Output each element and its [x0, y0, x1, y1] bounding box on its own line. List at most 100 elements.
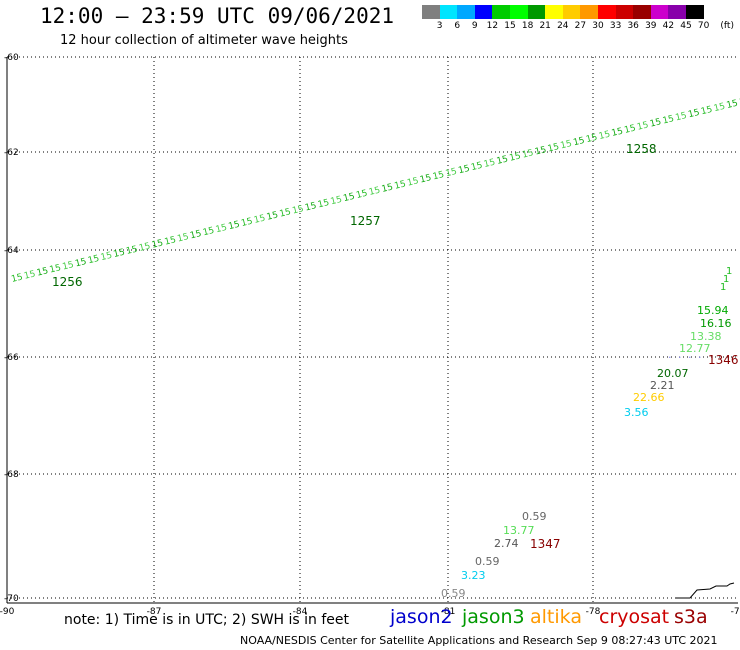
swh-track-label: 15	[726, 99, 739, 111]
swh-track-mark: 1	[723, 274, 729, 285]
swh-track-label: 15	[138, 241, 151, 253]
swh-track-label: 15	[61, 260, 74, 272]
altimeter-tracks: 15 15 15 15 15 15 15 15 15 15 15 15 15 15 15 15 15 15 15 15…	[10, 95, 740, 600]
color-scale-labels: 3 6 9 12 15 18 21 24 27 30 33 36 39 42 45 70 (ft)	[422, 21, 740, 33]
swh-track-label: 15	[113, 248, 126, 260]
swh-track-label: 15	[279, 207, 292, 219]
longitude-label: -87	[147, 607, 162, 617]
swh-value-label: 0.59	[522, 510, 547, 523]
color-scale-label: (ft)	[720, 21, 734, 31]
graticule	[6, 56, 738, 604]
swh-value-label: 13.77	[503, 524, 535, 537]
swh-track-label: 15	[483, 158, 496, 170]
color-swatch	[474, 5, 493, 19]
swh-track-label: 15	[687, 108, 700, 120]
swh-track-label: 15	[598, 130, 611, 142]
color-scale-label: 12	[486, 21, 499, 31]
swh-track-label: 15	[87, 254, 100, 266]
color-swatch	[650, 5, 669, 19]
swh-track-label: 15	[291, 204, 304, 216]
satellite-jason2: jason2	[390, 606, 453, 628]
color-swatch	[457, 5, 475, 19]
swh-track-label: 15	[189, 229, 202, 241]
color-scale-label: 42	[662, 21, 675, 31]
swh-track-label: 15	[496, 154, 509, 166]
color-scale-label: 15	[504, 21, 516, 31]
swh-track-label: 15	[572, 136, 585, 148]
swh-track-label: 15	[176, 232, 189, 244]
swh-value-label: 12.77	[679, 342, 711, 355]
swh-track-label: 15	[585, 133, 598, 145]
color-scale-label: 24	[557, 21, 569, 31]
swh-track-label: 15	[215, 223, 228, 235]
swh-track-label: 15	[560, 139, 573, 151]
swh-track-label: 15	[266, 210, 279, 222]
swh-track-label: 15	[227, 220, 240, 232]
color-scale-label: 39	[645, 21, 657, 31]
color-swatch	[668, 5, 686, 19]
swh-value-label: 0.59	[475, 555, 500, 568]
color-swatch	[597, 5, 616, 19]
swh-track-label: 15	[330, 195, 343, 207]
color-scale-label: 33	[609, 21, 622, 31]
swh-track-label: 15	[649, 117, 662, 129]
color-swatch	[492, 5, 510, 19]
swh-track-label: 15	[521, 148, 534, 160]
longitude-label: -90	[0, 607, 15, 617]
swh-track-label: 15	[432, 170, 445, 182]
swh-value-label: 3.23	[461, 569, 486, 582]
swh-value-label: 2.74	[494, 537, 519, 550]
swh-track-label: 15	[674, 111, 687, 123]
swh-track-label: 15	[355, 189, 368, 201]
swh-track-mark: 1	[720, 282, 726, 293]
swh-value-label: 2.21	[650, 379, 675, 392]
axis-labels: -60 -62 -64 -66 -68 -70 -90 -87 -84 -81 -78 -75	[0, 53, 740, 617]
swh-track-label: 15	[534, 145, 547, 157]
color-scale-label: 70	[697, 21, 710, 31]
latitude-label: -68	[4, 470, 19, 480]
swh-track-label: 15	[547, 142, 560, 154]
swh-track-mark: ·	[678, 351, 682, 364]
track-time-label: 1258	[626, 142, 657, 156]
track-time-label: 1346	[708, 353, 739, 367]
color-swatch	[615, 5, 634, 19]
swh-track-label: 15	[36, 266, 49, 278]
swh-track-label: 15	[342, 192, 355, 204]
color-swatch	[580, 5, 598, 19]
map-subtitle: 12 hour collection of altimeter wave hei…	[60, 33, 348, 48]
color-scale-legend	[422, 5, 704, 19]
swh-track-label: 15	[23, 269, 36, 281]
swh-value-label: 20.07	[657, 367, 689, 380]
longitude-label: -75	[731, 607, 740, 617]
swh-track-label: 15	[125, 245, 138, 257]
swh-track-mark: 1	[726, 266, 732, 277]
track-time-label: 1256	[52, 275, 83, 289]
swh-track-mark: ·	[698, 351, 702, 364]
swh-track-label: 15	[49, 263, 62, 275]
swh-track-mark: ·	[668, 351, 672, 364]
color-scale-label: 30	[592, 21, 604, 31]
swh-track-label: 15	[317, 198, 330, 210]
swh-track-label: 15	[74, 257, 87, 269]
swh-track-label: 15	[738, 95, 740, 107]
color-scale-label: 27	[574, 21, 587, 31]
swh-track-label: 15	[457, 164, 470, 176]
swh-track-label: 15	[406, 176, 419, 188]
swh-track-label: 15	[164, 235, 177, 247]
swh-value-label: 15.94	[697, 304, 729, 317]
coastline	[676, 582, 735, 599]
satellite-s3a: s3a	[674, 606, 708, 628]
swh-value-label: 13.38	[690, 330, 722, 343]
swh-value-label: 3.56	[624, 406, 649, 419]
swh-track-label: 15	[304, 201, 317, 213]
color-swatch	[633, 5, 651, 19]
swh-track-mark: ·	[688, 351, 692, 364]
color-swatch	[422, 5, 440, 19]
swh-track-label: 15	[623, 123, 636, 135]
swh-value-label: 16.16	[700, 317, 732, 330]
satellite-cryosat: cryosat	[599, 606, 670, 628]
color-swatch	[685, 5, 704, 19]
swh-track-label: 15	[445, 167, 458, 179]
satellite-jason3: jason3	[462, 606, 525, 628]
